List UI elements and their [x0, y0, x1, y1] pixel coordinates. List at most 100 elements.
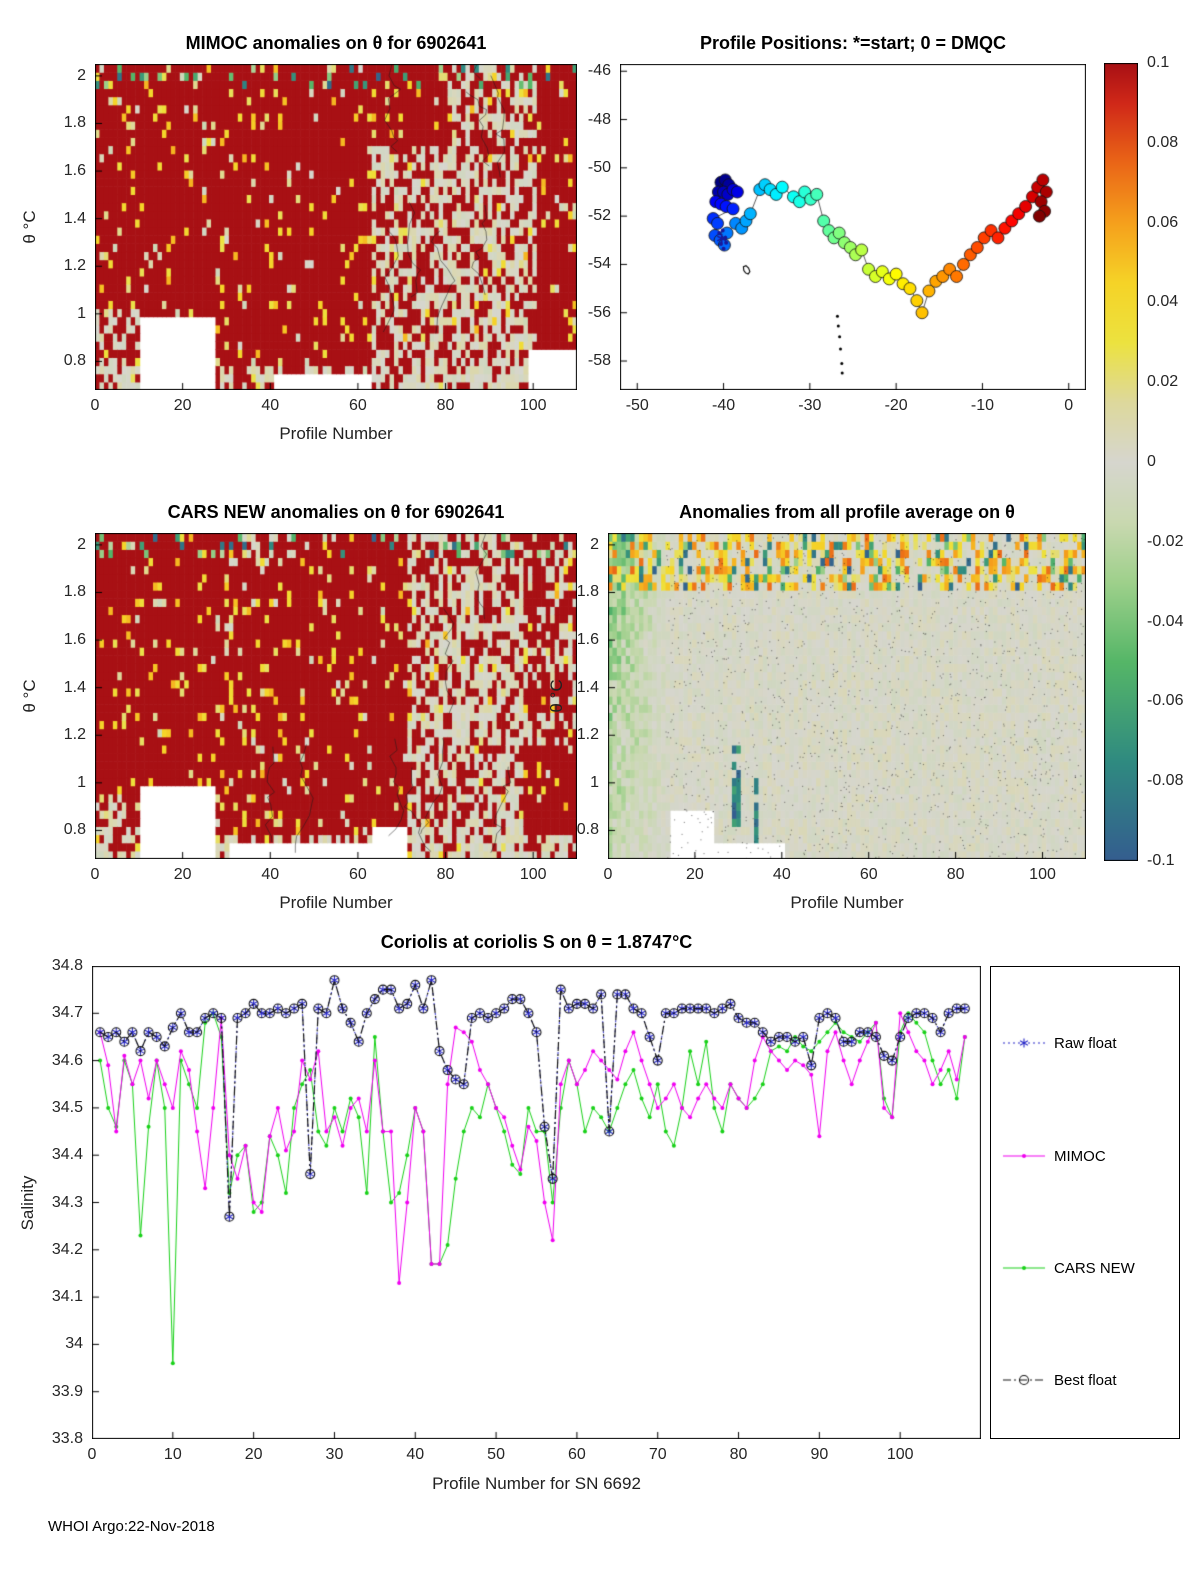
- coriolis-x-tick-label: 100: [886, 1446, 914, 1463]
- cars-title: CARS NEW anomalies on θ for 6902641: [167, 502, 505, 522]
- positions-x-tick-label: -10: [970, 397, 994, 414]
- cars-y-tick-label: 1.8: [63, 583, 86, 601]
- cars-xlabel: Profile Number: [279, 893, 393, 912]
- legend-label-cars-new: CARS NEW: [1054, 1259, 1135, 1277]
- coriolis-y-tick-label: 34.8: [51, 957, 83, 974]
- cars-x-tick-label: 0: [90, 866, 100, 883]
- coriolis-y-tick-label: 34.3: [51, 1193, 83, 1211]
- mimoc-heatmap: [95, 64, 577, 390]
- anom-y-tick-label: 1.6: [576, 631, 599, 649]
- positions-y-tick-label: -52: [587, 207, 611, 225]
- cars-x-tick-label: 40: [261, 866, 280, 883]
- anom-xlabel: Profile Number: [790, 893, 904, 912]
- colorbar-tick-label: 0.04: [1147, 293, 1179, 311]
- colorbar-tick-label: 0.06: [1147, 213, 1179, 231]
- legend-entry-raw-float: Raw float: [1001, 1033, 1117, 1053]
- coriolis-x-tick-label: 30: [325, 1446, 344, 1463]
- anom-x-tick-label: 0: [603, 866, 613, 883]
- mimoc-title: MIMOC anomalies on θ for 6902641: [185, 33, 487, 53]
- coriolis-x-tick-label: 60: [568, 1446, 586, 1463]
- cars-heatmap: [95, 533, 577, 859]
- coriolis-x-tick-label: 40: [406, 1446, 425, 1463]
- mimoc-ylabel: θ °C: [20, 210, 39, 244]
- anom-x-tick-label: 60: [859, 866, 878, 883]
- colorbar-tick-label: 0.1: [1147, 54, 1170, 71]
- mimoc-x-tick-label: 0: [90, 397, 100, 414]
- positions-x-tick-label: 0: [1064, 397, 1074, 414]
- footer-datestamp: WHOI Argo:22-Nov-2018: [48, 1518, 215, 1535]
- coriolis-x-tick-label: 70: [648, 1446, 667, 1463]
- legend-label-best-float: Best float: [1054, 1371, 1117, 1389]
- colorbar: [1104, 63, 1138, 861]
- mimoc-x-tick-label: 80: [436, 397, 455, 414]
- mimoc-y-tick-label: 1: [77, 304, 86, 322]
- mimoc-line-sample: [1001, 1146, 1047, 1166]
- positions-x-tick-label: -30: [798, 397, 822, 414]
- cars-new-line-sample: [1001, 1258, 1047, 1278]
- coriolis-title: Coriolis at coriolis S on θ = 1.8747°C: [380, 932, 693, 952]
- anom-y-tick-label: 1: [590, 773, 599, 791]
- legend-entry-best-float: Best float: [1001, 1370, 1117, 1390]
- cars-y-tick-label: 1.4: [63, 678, 86, 696]
- cars-x-tick-label: 60: [349, 866, 367, 883]
- cars-y-tick-label: 1.2: [63, 726, 86, 744]
- colorbar-tick-label: -0.06: [1147, 692, 1184, 710]
- anom-x-tick-label: 80: [946, 866, 965, 883]
- colorbar-tick-label: -0.02: [1147, 532, 1184, 550]
- anom-heatmap: [608, 533, 1086, 859]
- colorbar-tick-label: 0.02: [1147, 373, 1179, 391]
- coriolis-y-tick-label: 34.5: [51, 1098, 83, 1116]
- coriolis-x-tick-label: 90: [810, 1446, 829, 1463]
- cars-ylabel: θ °C: [20, 679, 39, 713]
- coriolis-line-chart: [92, 966, 981, 1439]
- coriolis-y-tick-label: 34: [65, 1335, 83, 1353]
- positions-x-tick-label: -40: [711, 397, 736, 414]
- cars-x-tick-label: 100: [519, 866, 547, 883]
- colorbar-tick-label: 0: [1147, 453, 1156, 470]
- positions-y-tick-label: -56: [587, 303, 611, 321]
- legend-label-mimoc: MIMOC: [1054, 1147, 1106, 1165]
- cars-x-tick-label: 20: [173, 866, 192, 883]
- positions-y-tick-label: -48: [587, 110, 611, 128]
- positions-y-tick-label: -46: [587, 62, 611, 80]
- positions-x-tick-label: -20: [884, 397, 908, 414]
- legend-entry-mimoc: MIMOC: [1001, 1146, 1106, 1166]
- mimoc-y-tick-label: 0.8: [63, 352, 86, 370]
- coriolis-x-tick-label: 80: [729, 1446, 748, 1463]
- coriolis-xlabel: Profile Number for SN 6692: [432, 1474, 641, 1493]
- anom-y-tick-label: 0.8: [576, 821, 599, 839]
- colorbar-tick-label: -0.04: [1147, 612, 1184, 630]
- colorbar-tick-label: -0.1: [1147, 852, 1175, 869]
- anom-x-tick-label: 100: [1029, 866, 1056, 883]
- cars-y-tick-label: 2: [77, 535, 86, 553]
- coriolis-y-tick-label: 33.8: [51, 1430, 83, 1447]
- coriolis-y-tick-label: 34.6: [51, 1051, 83, 1069]
- mimoc-x-tick-label: 20: [173, 397, 192, 414]
- mimoc-y-tick-label: 2: [77, 66, 86, 84]
- positions-map: [620, 64, 1086, 390]
- anom-x-tick-label: 20: [686, 866, 704, 883]
- mimoc-y-tick-label: 1.4: [63, 209, 86, 227]
- mimoc-y-tick-label: 1.2: [63, 257, 86, 275]
- positions-title: Profile Positions: *=start; 0 = DMQC: [699, 33, 1007, 53]
- colorbar-tick-label: 0.08: [1147, 133, 1179, 151]
- anom-y-tick-label: 1.4: [576, 678, 599, 696]
- mimoc-xlabel: Profile Number: [279, 424, 393, 443]
- coriolis-y-tick-label: 34.4: [51, 1146, 83, 1164]
- anom-x-tick-label: 40: [772, 866, 791, 883]
- coriolis-y-tick-label: 34.2: [51, 1240, 83, 1258]
- mimoc-y-tick-label: 1.6: [63, 162, 86, 180]
- coriolis-ylabel: Salinity: [18, 1175, 37, 1231]
- legend-box: Raw float MIMOC CARS NEW Best float: [990, 966, 1180, 1439]
- anom-ylabel: θ °C: [547, 679, 566, 713]
- anom-y-tick-label: 1.2: [576, 726, 599, 744]
- legend-entry-cars-new: CARS NEW: [1001, 1258, 1135, 1278]
- raw-float-line-sample: [1001, 1033, 1047, 1053]
- positions-y-tick-label: -54: [587, 255, 611, 273]
- legend-label-raw-float: Raw float: [1054, 1034, 1117, 1052]
- positions-y-tick-label: -50: [587, 158, 611, 176]
- coriolis-x-tick-label: 10: [163, 1446, 182, 1463]
- mimoc-x-tick-label: 60: [349, 397, 367, 414]
- coriolis-x-tick-label: 0: [87, 1446, 97, 1463]
